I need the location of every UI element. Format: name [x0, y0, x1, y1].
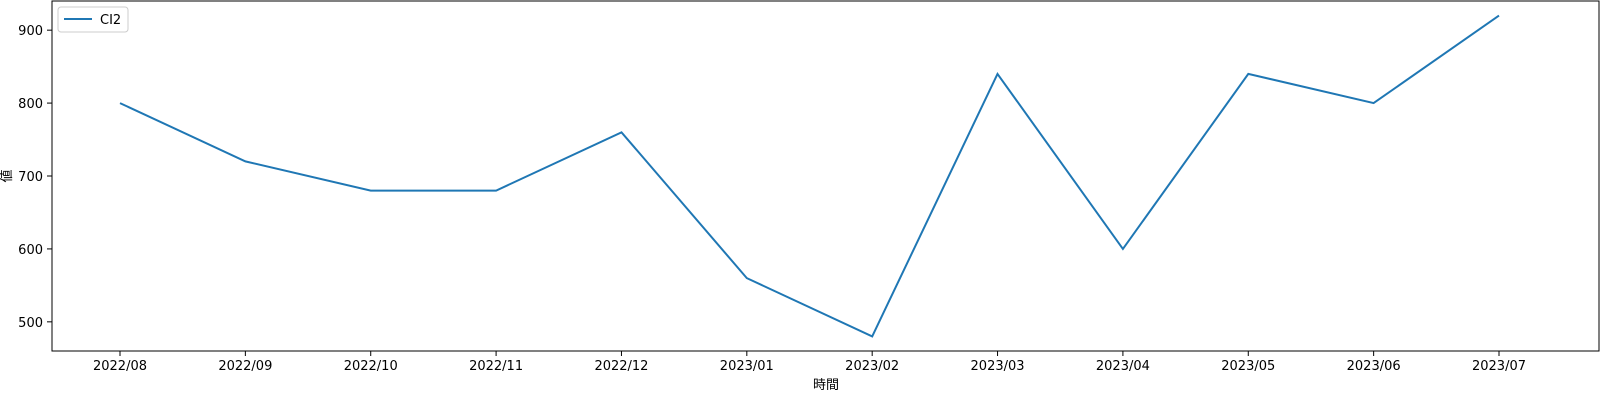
series-line-0 — [119, 14, 1500, 338]
x-axis-label: 時間 — [813, 378, 839, 393]
x-tick-label: 2022/10 — [344, 359, 398, 374]
x-tick-label: 2023/05 — [1221, 359, 1275, 374]
legend: CI2 — [57, 6, 129, 33]
x-tick-label: 2023/02 — [845, 359, 899, 374]
legend-label: CI2 — [100, 13, 121, 28]
y-tick-label: 600 — [18, 243, 43, 258]
y-tick-label: 700 — [18, 170, 43, 185]
y-axis-label: 値 — [0, 169, 15, 182]
x-tick-label: 2023/03 — [971, 359, 1025, 374]
y-tick-label: 900 — [18, 24, 43, 39]
x-tick-label: 2022/09 — [218, 359, 272, 374]
y-tick-label: 800 — [18, 97, 43, 112]
x-tick-label: 2023/06 — [1347, 359, 1401, 374]
x-tick-label: 2023/07 — [1472, 359, 1526, 374]
x-tick-label: 2022/11 — [469, 359, 523, 374]
legend-box — [57, 6, 129, 33]
y-tick-label: 500 — [18, 316, 43, 331]
x-tick-label: 2023/04 — [1096, 359, 1150, 374]
y-axis: 500 600 700 800 900 — [18, 24, 52, 331]
x-tick-label: 2022/08 — [93, 359, 147, 374]
series-layer — [119, 14, 1500, 338]
x-tick-label: 2022/12 — [594, 359, 648, 374]
x-tick-label: 2023/01 — [720, 359, 774, 374]
x-axis: 2022/08 2022/09 2022/10 2022/11 2022/12 2023/… — [93, 351, 1526, 374]
plot-area — [51, 0, 1600, 352]
